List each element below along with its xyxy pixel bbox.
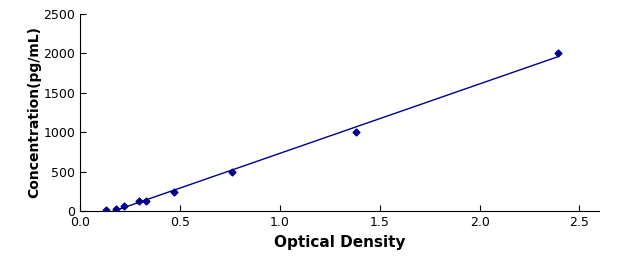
X-axis label: Optical Density: Optical Density bbox=[274, 235, 405, 250]
Y-axis label: Concentration(pg/mL): Concentration(pg/mL) bbox=[27, 27, 41, 198]
